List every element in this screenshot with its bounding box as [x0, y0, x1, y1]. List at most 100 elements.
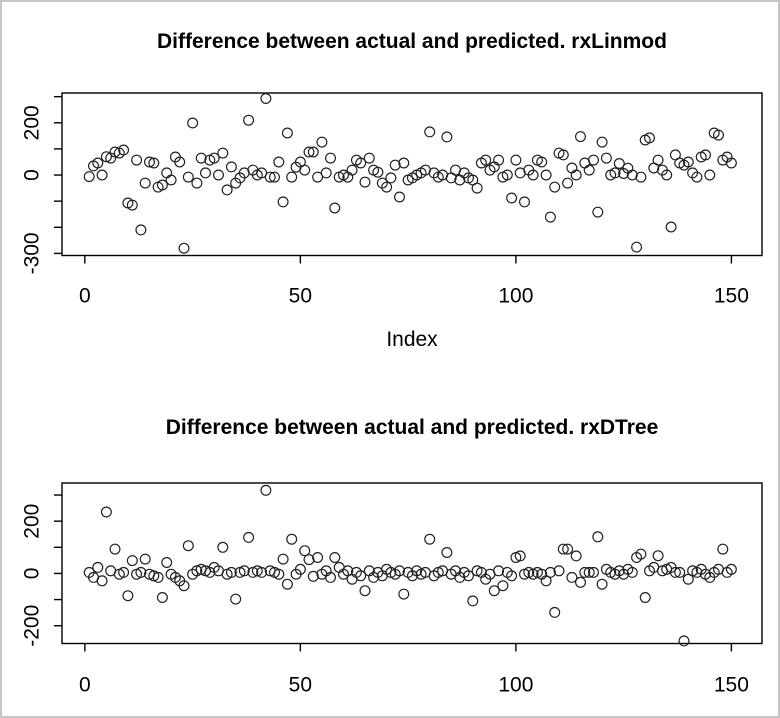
- x-tick-label: 0: [79, 673, 91, 696]
- data-point: [678, 635, 690, 647]
- data-point: [230, 593, 242, 605]
- data-point: [583, 566, 595, 578]
- data-point: [574, 131, 586, 143]
- data-point: [574, 576, 586, 588]
- data-point: [277, 553, 289, 565]
- data-point: [381, 181, 393, 193]
- data-point: [299, 164, 311, 176]
- data-point: [187, 117, 199, 129]
- data-point: [398, 588, 410, 600]
- data-point: [92, 561, 104, 573]
- data-point: [665, 221, 677, 233]
- data-point: [131, 154, 143, 166]
- data-point: [562, 177, 574, 189]
- data-point: [96, 169, 108, 181]
- data-point: [536, 156, 548, 168]
- data-point: [488, 585, 500, 597]
- data-point: [83, 171, 95, 183]
- x-tick-label: 50: [289, 673, 312, 696]
- data-point: [596, 578, 608, 590]
- data-point: [566, 162, 578, 174]
- data-point: [467, 595, 479, 607]
- data-point: [307, 146, 319, 158]
- data-point: [100, 151, 112, 163]
- data-point: [312, 171, 324, 183]
- data-point: [493, 565, 505, 577]
- data-point: [540, 169, 552, 181]
- data-point: [92, 157, 104, 169]
- data-point: [600, 152, 612, 164]
- y-axis: 200 0 -300: [20, 95, 62, 274]
- data-point: [725, 563, 737, 575]
- data-point: [506, 192, 518, 204]
- data-point: [626, 169, 638, 181]
- data-point: [570, 550, 582, 562]
- data-point: [518, 196, 530, 208]
- y-tick-label: -200: [20, 605, 43, 647]
- data-point: [674, 566, 686, 578]
- data-point: [682, 156, 694, 168]
- data-point: [506, 570, 518, 582]
- y-tick-label: 0: [20, 169, 43, 181]
- data-point: [704, 169, 716, 181]
- data-point: [682, 573, 694, 585]
- data-point: [307, 570, 319, 582]
- data-point: [510, 154, 522, 166]
- data-point: [355, 570, 367, 582]
- data-point: [661, 169, 673, 181]
- data-point: [96, 575, 108, 587]
- data-point: [441, 546, 453, 558]
- data-point: [501, 169, 513, 181]
- data-point: [118, 566, 130, 578]
- x-tick-label: 100: [498, 284, 533, 307]
- scatter-plot-rxlinmod: 200 0 -300 0 50 100 150: [20, 92, 763, 307]
- plot-frame: [61, 92, 763, 257]
- data-point: [639, 591, 651, 603]
- data-point: [394, 191, 406, 203]
- data-point: [540, 575, 552, 587]
- scatter-plot-rxdtree: 200 0 -200 0 50 100 150: [20, 482, 763, 696]
- x-axis: 0 50 100 150: [79, 643, 749, 696]
- data-point: [273, 568, 285, 580]
- data-point: [152, 571, 164, 583]
- data-point: [148, 157, 160, 169]
- data-point: [191, 177, 203, 189]
- data-point: [329, 551, 341, 563]
- data-point: [281, 578, 293, 590]
- data-point: [225, 566, 237, 578]
- data-point: [566, 571, 578, 583]
- data-point: [480, 154, 492, 166]
- data-point: [135, 566, 147, 578]
- data-point: [652, 154, 664, 166]
- data-point: [277, 196, 289, 208]
- data-point: [553, 565, 565, 577]
- data-point: [320, 167, 332, 179]
- data-point: [100, 506, 112, 518]
- data-point: [195, 152, 207, 164]
- data-point: [424, 126, 436, 138]
- data-point: [294, 563, 306, 575]
- data-point: [389, 159, 401, 171]
- data-point: [161, 556, 173, 568]
- x-axis: 0 50 100 150: [79, 255, 749, 307]
- data-point: [178, 580, 190, 592]
- data-point: [359, 176, 371, 188]
- data-point: [643, 132, 655, 144]
- data-point: [717, 543, 729, 555]
- data-point: [225, 161, 237, 173]
- data-point: [631, 241, 643, 253]
- data-point: [652, 550, 664, 562]
- y-tick-label: 200: [20, 105, 43, 140]
- data-point: [579, 566, 591, 578]
- data-point: [441, 131, 453, 143]
- data-point: [156, 591, 168, 603]
- data-point: [372, 166, 384, 178]
- data-point: [273, 156, 285, 168]
- data-point: [557, 543, 569, 555]
- data-point: [398, 157, 410, 169]
- data-point: [174, 156, 186, 168]
- data-point: [613, 158, 625, 170]
- data-point: [514, 550, 526, 562]
- data-point: [217, 541, 229, 553]
- plot-frame: [61, 482, 763, 645]
